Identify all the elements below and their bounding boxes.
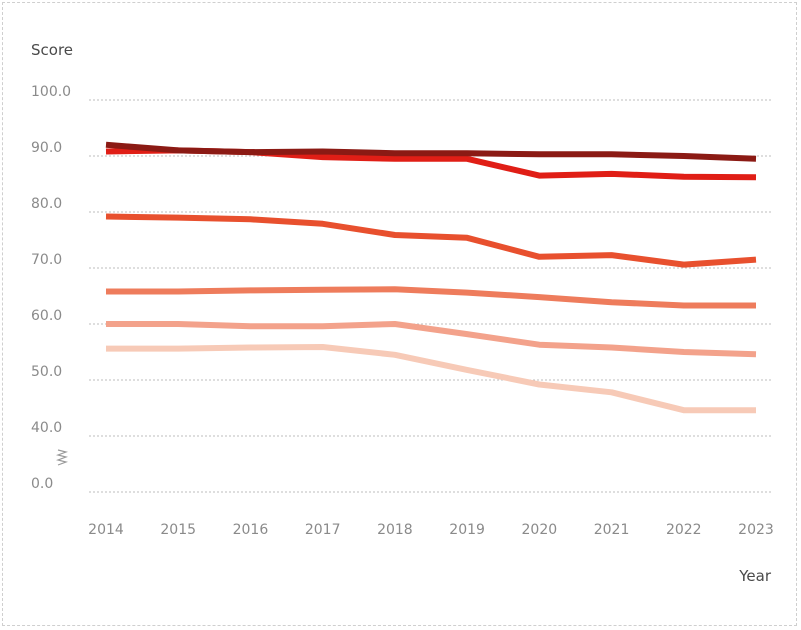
x-tick-label: 2019 (449, 522, 485, 538)
x-axis-title: Year (738, 567, 772, 585)
y-tick-label: 0.0 (31, 476, 53, 492)
x-tick-label: 2020 (522, 522, 558, 538)
y-tick-label: 70.0 (31, 252, 62, 268)
series-line (106, 344, 756, 414)
series-line (105, 141, 757, 162)
y-tick-label: 40.0 (31, 420, 62, 436)
y-tick-label: 80.0 (31, 196, 62, 212)
series-line (106, 286, 756, 309)
x-tick-label: 2018 (377, 522, 413, 538)
y-tick-label: 60.0 (31, 308, 62, 324)
x-tick-label: 2023 (738, 522, 774, 538)
y-tick-label: 50.0 (31, 364, 62, 380)
x-tick-label: 2015 (160, 522, 196, 538)
y-tick-labels: 0.0 40.0 50.0 60.0 70.0 80.0 90.0 100.0 (31, 84, 71, 492)
y-tick-label: 90.0 (31, 140, 62, 156)
x-tick-labels: 2014 2015 2016 2017 2018 2019 2020 2021 2022 2023 (88, 522, 774, 538)
x-tick-label: 2016 (233, 522, 269, 538)
y-tick-label: 100.0 (31, 84, 71, 100)
y-axis-title: Score (31, 41, 73, 59)
series-line (105, 213, 757, 268)
x-tick-label: 2021 (594, 522, 630, 538)
series-lines (105, 141, 757, 414)
x-tick-label: 2017 (305, 522, 341, 538)
series-line (106, 321, 757, 358)
x-tick-label: 2022 (666, 522, 702, 538)
axis-break-icon (55, 449, 69, 466)
x-tick-label: 2014 (88, 522, 124, 538)
